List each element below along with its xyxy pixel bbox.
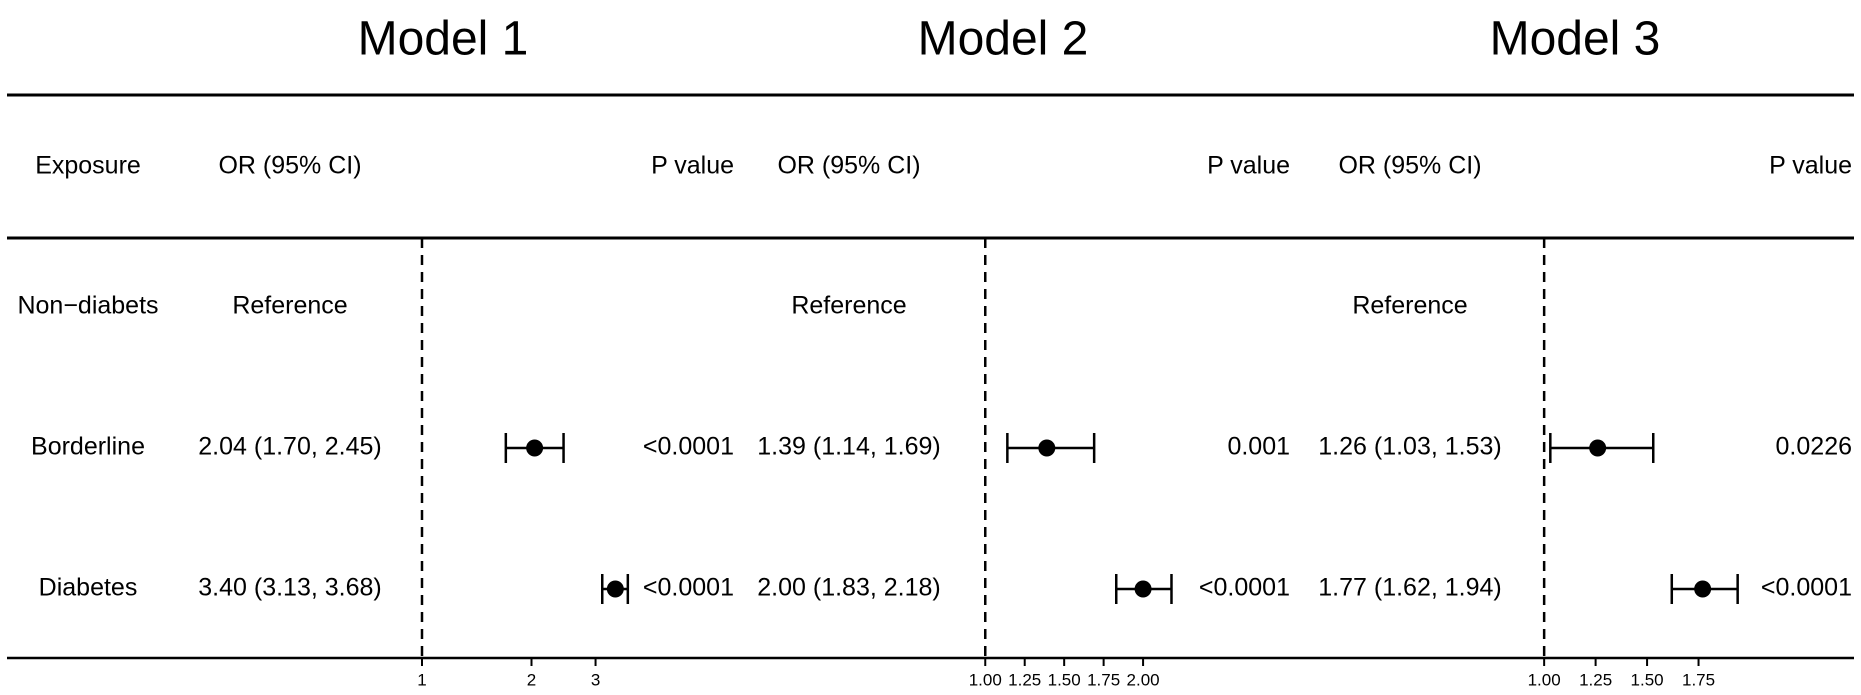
model-2-estimate-point [1134,580,1152,598]
model-3-tick-label: 1.50 [1631,670,1664,689]
model-1-title: Model 1 [358,13,529,66]
model-2-tick-label: 1.75 [1087,670,1120,689]
model-3-p-value: <0.0001 [1761,574,1852,602]
model-3-estimate-point [1589,439,1607,457]
model-2-p-value: 0.001 [1227,433,1290,461]
model-2-tick-label: 1.00 [969,670,1002,689]
exposure-header: Exposure [35,152,141,180]
model-1-p-value: <0.0001 [643,574,734,602]
model-1-tick-label: 1 [417,670,426,689]
model-2-tick-label: 1.25 [1008,670,1041,689]
model-1-estimate-point [606,580,624,598]
model-3-tick-label: 1.75 [1682,670,1715,689]
model-2-or-header: OR (95% CI) [777,152,920,180]
model-3-or-value: Reference [1352,292,1467,320]
model-1-or-header: OR (95% CI) [218,152,361,180]
model-1-p-value: <0.0001 [643,433,734,461]
model-2-title: Model 2 [918,13,1089,66]
model-2-estimate-point [1038,439,1056,457]
model-3-p-header: P value [1769,152,1852,180]
model-3-title: Model 3 [1490,13,1661,66]
model-3-tick-label: 1.00 [1528,670,1561,689]
exposure-label: Diabetes [39,574,138,602]
model-3-or-value: 1.77 (1.62, 1.94) [1318,574,1501,602]
model-1-tick-label: 2 [527,670,536,689]
model-2-tick-label: 2.00 [1127,670,1160,689]
model-2-p-value: <0.0001 [1199,574,1290,602]
exposure-label: Non−diabets [17,292,158,320]
model-2-or-value: Reference [791,292,906,320]
model-2-or-value: 1.39 (1.14, 1.69) [757,433,940,461]
model-1-or-value: Reference [232,292,347,320]
model-2-tick-label: 1.50 [1048,670,1081,689]
model-3-or-header: OR (95% CI) [1338,152,1481,180]
model-1-estimate-point [526,439,544,457]
model-3-tick-label: 1.25 [1579,670,1612,689]
model-2-or-value: 2.00 (1.83, 2.18) [757,574,940,602]
model-1-tick-label: 3 [591,670,600,689]
model-1-p-header: P value [651,152,734,180]
model-3-estimate-point [1694,580,1712,598]
model-1-or-value: 2.04 (1.70, 2.45) [198,433,381,461]
exposure-label: Borderline [31,433,145,461]
model-3-or-value: 1.26 (1.03, 1.53) [1318,433,1501,461]
model-3-p-value: 0.0226 [1776,433,1852,461]
model-1-or-value: 3.40 (3.13, 3.68) [198,574,381,602]
model-2-p-header: P value [1207,152,1290,180]
